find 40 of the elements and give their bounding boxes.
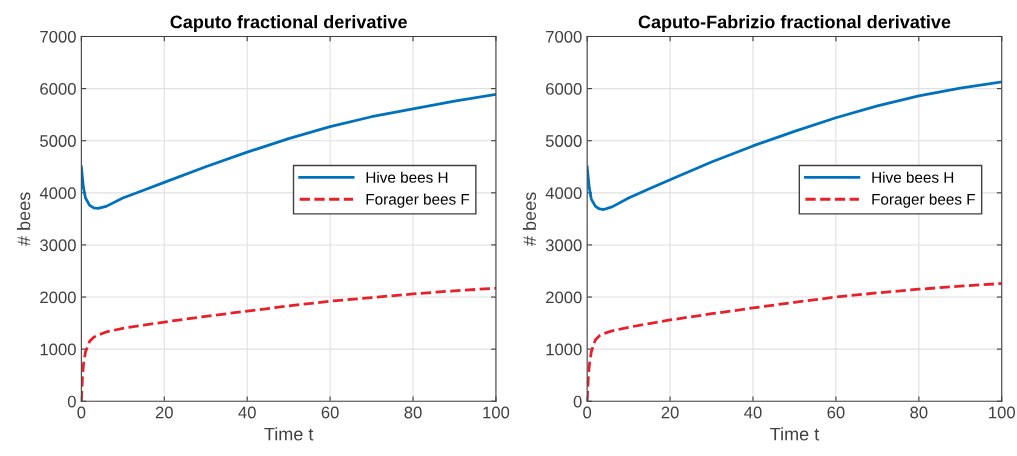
y-tick-label: 3000 (545, 239, 582, 252)
y-tick-label: 6000 (40, 83, 76, 95)
y-axis-title: # bees (522, 192, 537, 246)
line-series (587, 80, 1002, 211)
x-tick-label: 0 (77, 406, 86, 419)
x-tick-label: 100 (989, 406, 1015, 419)
y-tick-label: 3000 (40, 239, 76, 252)
y-axis-title: # bees (17, 192, 31, 246)
y-tick-label: 7000 (546, 30, 582, 43)
x-tick-label: 20 (155, 406, 173, 419)
chart-title: Caputo fractional derivative (170, 15, 407, 32)
y-tick-label: 1000 (40, 343, 76, 356)
x-tick-label: 60 (827, 406, 845, 419)
x-tick-label: 20 (661, 406, 679, 419)
x-tick-label: 40 (238, 406, 256, 419)
x-tick-label: 80 (404, 406, 422, 419)
x-tick-label: 60 (321, 406, 339, 419)
legend-label: Hive bees H (366, 171, 448, 183)
x-axis-title: Time t (264, 427, 314, 441)
y-tick-label: 0 (573, 395, 582, 408)
y-tick-label: 6000 (546, 83, 582, 95)
x-tick-label: 0 (583, 406, 592, 419)
y-tick-label: 5000 (545, 135, 582, 147)
x-tick-label: 100 (483, 406, 510, 419)
legend-label: Hive bees H (872, 171, 954, 183)
y-tick-label: 5000 (40, 135, 76, 147)
y-tick-label: 7000 (40, 30, 76, 43)
y-tick-label: 4000 (545, 187, 582, 200)
x-axis-title: Time t (770, 427, 820, 441)
y-tick-label: 4000 (39, 187, 76, 200)
line-series (81, 92, 496, 210)
y-tick-label: 0 (67, 395, 76, 408)
y-tick-label: 2000 (40, 291, 76, 304)
y-tick-label: 1000 (546, 343, 582, 356)
legend-label: Forager bees F (872, 193, 975, 208)
chart-title: Caputo-Fabrizio fractional derivative (638, 15, 951, 32)
x-tick-label: 40 (744, 406, 762, 419)
legend-label: Forager bees F (366, 193, 470, 208)
x-tick-label: 80 (910, 406, 928, 419)
y-tick-label: 2000 (546, 291, 582, 304)
